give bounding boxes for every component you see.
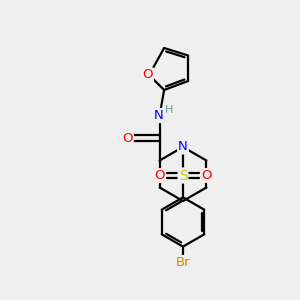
Text: S: S (178, 169, 188, 182)
Text: H: H (165, 105, 174, 115)
Text: N: N (178, 140, 188, 154)
Text: Br: Br (176, 256, 190, 269)
Text: O: O (201, 169, 212, 182)
Text: O: O (142, 68, 153, 82)
Text: N: N (154, 109, 164, 122)
Text: O: O (122, 131, 133, 145)
Text: O: O (154, 169, 165, 182)
